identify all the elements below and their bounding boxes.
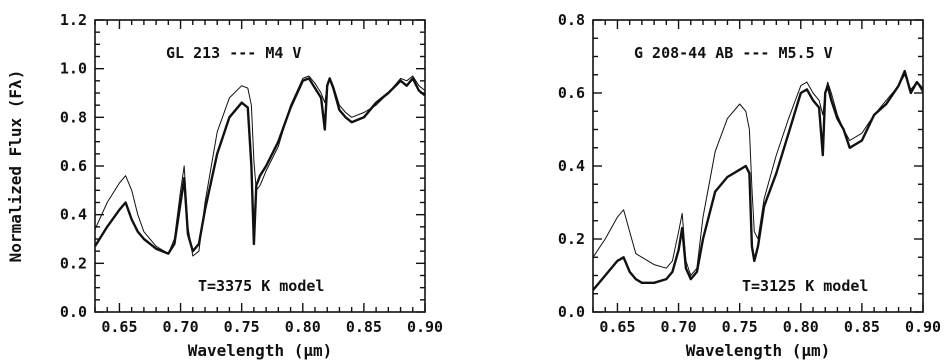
series-model-line bbox=[592, 74, 924, 276]
y-tick-label: 0.0 bbox=[60, 303, 87, 321]
x-tick-label: 0.80 bbox=[285, 318, 321, 336]
x-tick-label: 0.75 bbox=[722, 318, 758, 336]
y-axis-title: Normalized Flux (Fλ) bbox=[6, 70, 25, 263]
y-tick-label: 1.2 bbox=[60, 11, 87, 29]
x-tick-label: 0.65 bbox=[599, 318, 635, 336]
y-tick-label: 0.4 bbox=[60, 206, 87, 224]
x-tick-label: 0.80 bbox=[783, 318, 819, 336]
annotation-top: GL 213 --- M4 V bbox=[166, 44, 301, 62]
y-tick-label: 0.8 bbox=[60, 108, 87, 126]
y-tick-label: 0.6 bbox=[558, 84, 585, 102]
annotation-top: G 208-44 AB --- M5.5 V bbox=[634, 44, 833, 62]
plot-frame bbox=[592, 19, 924, 313]
panel-right: 0.65 0.70 0.75 0.80 0.85 0.900.00.20.40.60.8 … bbox=[558, 11, 941, 360]
y-tick-label: 0.6 bbox=[60, 157, 87, 175]
x-tick-label: 0.70 bbox=[660, 318, 696, 336]
x-axis-title: Wavelength (μm) bbox=[686, 341, 831, 360]
series-group bbox=[592, 69, 924, 291]
panel-left: 0.65 0.70 0.75 0.80 0.85 0.90 0.0 0.2 0.4 0.6 0.8 1… bbox=[6, 11, 443, 360]
x-tick-label: 0.70 bbox=[162, 318, 198, 336]
tick-label-group: 0.65 0.70 0.75 0.80 0.85 0.90 0.0 0.2 0.4 0.6 0.8 1… bbox=[60, 11, 443, 336]
series-model-line bbox=[94, 75, 426, 257]
series-observed-line bbox=[93, 77, 426, 255]
x-tick-label: 0.85 bbox=[346, 318, 382, 336]
x-tick-label: 0.65 bbox=[101, 318, 137, 336]
series-group bbox=[93, 75, 426, 257]
tick-label-group: 0.65 0.70 0.75 0.80 0.85 0.90 0.0 0.2 0.4 0.6 0.8 bbox=[558, 11, 941, 336]
y-tick-label: 0.2 bbox=[558, 230, 585, 248]
tick-group bbox=[94, 19, 426, 313]
x-tick-label: 0.90 bbox=[905, 318, 941, 336]
y-tick-label: 0.0 bbox=[558, 303, 585, 321]
y-tick-label: 0.4 bbox=[558, 157, 585, 175]
y-tick-label: 0.8 bbox=[558, 11, 585, 29]
annotation-bottom: T=3375 K model bbox=[198, 277, 324, 295]
x-tick-label: 0.85 bbox=[844, 318, 880, 336]
x-tick-label: 0.75 bbox=[224, 318, 260, 336]
x-tick-label: 0.90 bbox=[407, 318, 443, 336]
y-tick-label: 1.0 bbox=[60, 60, 87, 78]
annotation-bottom: T=3125 K model bbox=[742, 277, 868, 295]
tick-group bbox=[592, 19, 924, 313]
y-tick-label: 0.2 bbox=[60, 254, 87, 272]
x-axis-title: Wavelength (μm) bbox=[188, 341, 333, 360]
series-observed-line bbox=[592, 69, 924, 291]
plot-frame bbox=[94, 19, 426, 313]
